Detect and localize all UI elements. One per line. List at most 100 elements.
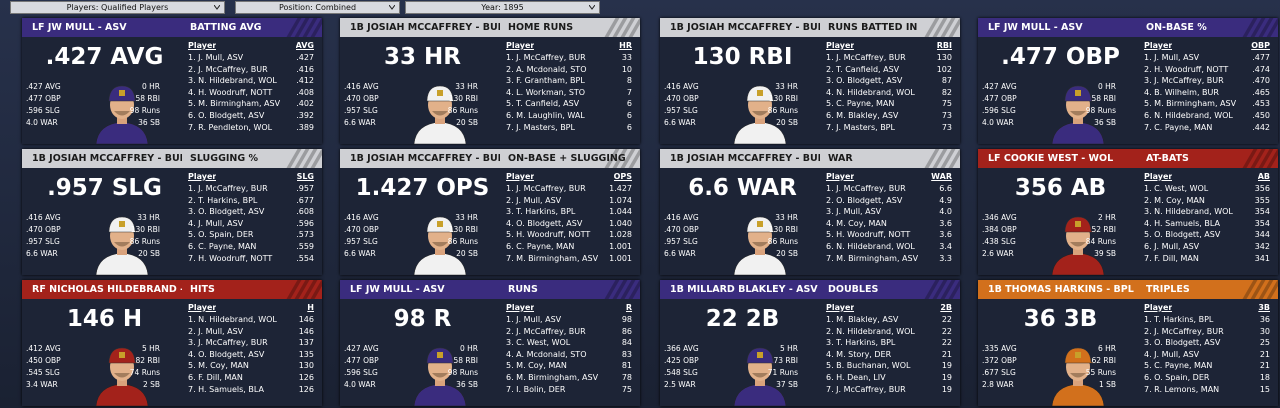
player-rate-stat: 2.6 WAR (982, 249, 1014, 258)
table-header-player: Player (506, 41, 535, 50)
leader-name: 3. N. Hildebrand, WOL (1144, 207, 1233, 217)
leader-value: 356 (1254, 184, 1270, 193)
leader-value: 130 (298, 361, 314, 371)
player-rate-stat: .416 AVG (26, 213, 61, 222)
leader-value: 10 (621, 64, 632, 74)
player-rate-stat: 2.8 WAR (982, 380, 1014, 389)
leader-name: 7. J. Masters, BPL (826, 122, 895, 132)
leader-name: 7. I. Bolin, DER (506, 384, 566, 394)
leader-name: 5. T. Canfield, ASV (506, 99, 580, 109)
leader-name: 3. J. McCaffrey, BUR (1144, 76, 1224, 86)
leader-value: 7 (626, 87, 632, 97)
leader-stat: .427 AVG (45, 44, 164, 70)
filter-dropdown[interactable]: Position: Combined (235, 1, 400, 14)
leader-value: 354 (1254, 207, 1270, 217)
player-count-stat: 86 Runs (767, 106, 798, 115)
table-header-player: Player (1144, 303, 1173, 312)
leader-value: .608 (296, 207, 314, 217)
leader-name: 1. C. West, WOL (1144, 184, 1209, 193)
player-count-stat: 2 HR (1097, 213, 1116, 222)
player-count-stat: 130 RBI (448, 225, 478, 234)
stat-title: BATTING AVG (190, 22, 262, 33)
leader-value: 3.4 (939, 242, 952, 251)
player-rate-stat: .548 SLG (664, 368, 698, 377)
player-count-stat: 82 RBI (135, 356, 161, 365)
table-header-stat: H (307, 303, 314, 312)
leader-name: 1. J. McCaffrey, BUR (826, 184, 906, 193)
stat-title: AT-BATS (1146, 153, 1189, 164)
leader-stat: 36 3B (1023, 306, 1098, 332)
player-count-stat: 33 HR (775, 213, 798, 222)
leader-value: 130 (936, 53, 952, 62)
leader-name: 6. H. Dean, LIV (826, 373, 886, 382)
filter-dropdown[interactable]: Players: Qualified Players (10, 1, 225, 14)
leader-card: LF JW MULL - ASV ON-BASE % .477 OBP .427 A… (978, 18, 1278, 144)
leader-name: 4. N. Hildebrand, WOL (826, 87, 915, 97)
card-header: 1B MILLARD BLAKLEY - ASV DOUBLES (660, 280, 960, 299)
player-portrait (95, 216, 149, 275)
leader-stat: 146 H (66, 306, 143, 332)
leader-stat: 33 HR (384, 44, 461, 70)
leader-value: 15 (1259, 384, 1270, 394)
player-label: 1B JOSIAH MCCAFFREY - BUR (32, 153, 182, 164)
player-label: 1B JOSIAH MCCAFFREY - BUR (670, 153, 820, 164)
leader-value: 146 (298, 326, 314, 336)
leader-value: 87 (941, 76, 952, 86)
player-label: RF NICHOLAS HILDEBRAND - WOL (32, 284, 182, 295)
player-count-stat: 0 HR (141, 82, 160, 91)
player-portrait (1051, 85, 1105, 144)
leader-card: 1B JOSIAH MCCAFFREY - BUR SLUGGING % .957 … (22, 149, 322, 275)
card-header: 1B THOMAS HARKINS - BPL TRIPLES (978, 280, 1278, 299)
leader-name: 7. R. Pendleton, WOL (188, 122, 273, 132)
leader-value: 19 (941, 373, 952, 382)
card-header: LF JW MULL - ASV BATTING AVG (22, 18, 322, 37)
leader-name: 7. C. Payne, MAN (1144, 122, 1213, 132)
leader-value: 30 (1259, 326, 1270, 336)
player-rate-stat: .470 OBP (664, 94, 699, 103)
player-rate-stat: .450 OBP (26, 356, 61, 365)
table-header-player: Player (1144, 41, 1173, 50)
player-count-stat: 86 Runs (447, 106, 478, 115)
leader-name: 2. A. Mcdonald, STO (506, 64, 587, 74)
table-header-player: Player (506, 303, 535, 312)
leader-value: 354 (1254, 218, 1270, 228)
leader-name: 6. M. Blakley, ASV (826, 111, 899, 120)
player-label: LF JW MULL - ASV (32, 22, 127, 33)
leader-value: 19 (941, 361, 952, 371)
leader-value: .559 (296, 242, 314, 251)
leader-value: .442 (1252, 122, 1270, 132)
player-count-stat: 33 HR (455, 82, 478, 91)
leader-value: 33 (621, 53, 632, 62)
player-count-stat: 2 SB (142, 380, 160, 389)
leader-name: 1. J. McCaffrey, BUR (506, 53, 586, 62)
table-header-player: Player (506, 172, 535, 181)
leader-value: .389 (296, 122, 314, 132)
leader-name: 4. J. Mull, ASV (1144, 349, 1200, 359)
player-count-stat: 20 SB (776, 118, 798, 127)
card-header: LF JW MULL - ASV ON-BASE % (978, 18, 1278, 37)
leader-value: .402 (296, 99, 314, 109)
player-rate-stat: .470 OBP (26, 225, 61, 234)
leader-name: 5. O. Spain, DER (188, 230, 254, 240)
leader-name: 7. J. McCaffrey, BUR (826, 384, 906, 394)
leader-name: 1. J. McCaffrey, BUR (826, 53, 906, 62)
filter-dropdown[interactable]: Year: 1895 (405, 1, 600, 14)
player-count-stat: 1 SB (1098, 380, 1116, 389)
leader-name: 1. J. Mull, ASV (506, 315, 562, 324)
player-rate-stat: .372 OBP (982, 356, 1017, 365)
player-label: LF COOKIE WEST - WOL (988, 153, 1114, 164)
player-count-stat: 0 HR (459, 344, 478, 353)
card-header: 1B JOSIAH MCCAFFREY - BUR SLUGGING % (22, 149, 322, 168)
player-count-stat: 130 RBI (448, 94, 478, 103)
player-count-stat: 86 Runs (767, 237, 798, 246)
leader-value: 78 (621, 373, 632, 382)
leader-value: 75 (941, 99, 952, 109)
player-rate-stat: .427 AVG (344, 344, 379, 353)
player-rate-stat: .384 OBP (982, 225, 1017, 234)
leader-stat: 22 2B (705, 306, 780, 332)
leader-value: 3.3 (939, 253, 952, 263)
card-header: LF COOKIE WEST - WOL AT-BATS (978, 149, 1278, 168)
player-portrait (733, 216, 787, 275)
